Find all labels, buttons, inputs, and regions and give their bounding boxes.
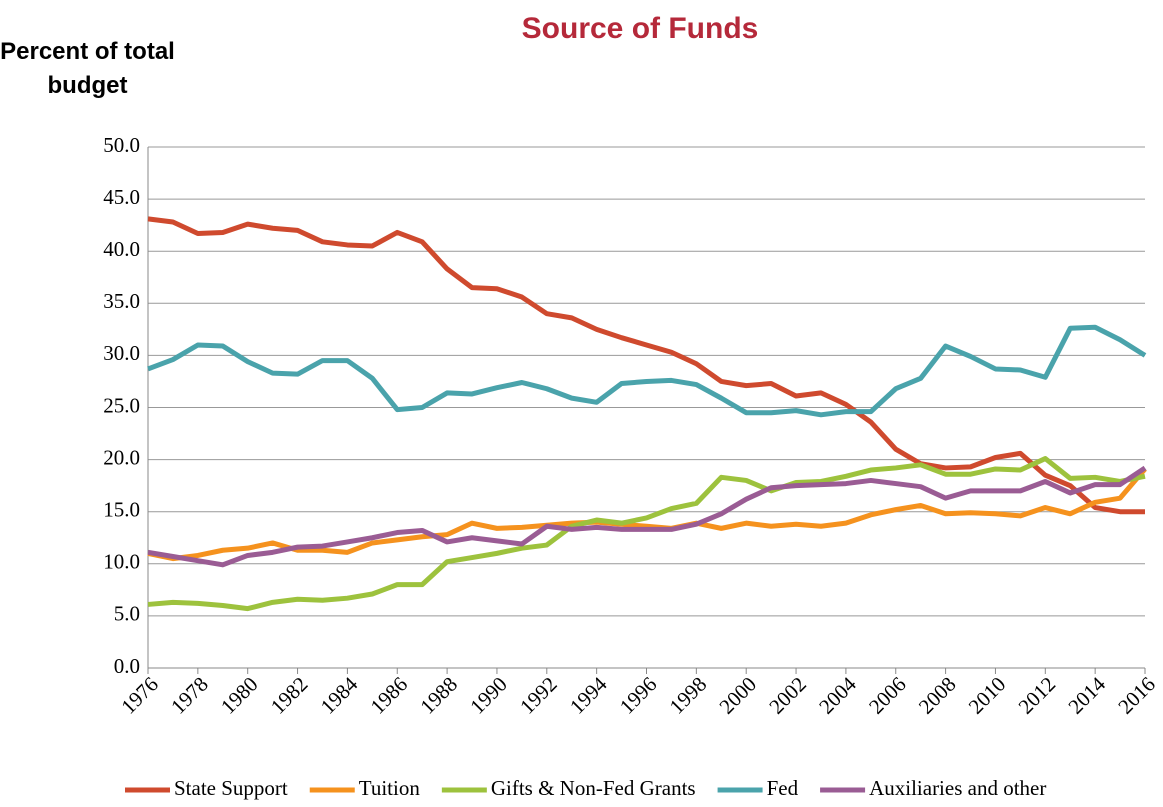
x-tick-label: 1998 (665, 672, 712, 719)
y-tick-label: 25.0 (103, 393, 140, 417)
chart-title: Source of Funds (522, 12, 759, 45)
x-tick-label: 1980 (216, 672, 263, 719)
x-tick-label: 1988 (415, 672, 462, 719)
legend-label: Tuition (359, 776, 421, 800)
y-tick-label: 50.0 (103, 133, 140, 157)
x-tick-label: 1986 (366, 672, 413, 719)
y-axis-label: Percent of total budget (0, 38, 175, 99)
x-tick-label: 1984 (316, 672, 363, 719)
legend-label: State Support (174, 776, 288, 800)
line (147, 324, 1147, 418)
x-tick-label: 1982 (266, 672, 313, 719)
y-tick-label: 10.0 (103, 550, 140, 574)
line (147, 216, 1145, 515)
x-tick-label: 1990 (465, 672, 512, 719)
line (147, 456, 1146, 612)
line (147, 465, 1147, 568)
legend-label: Gifts & Non-Fed Grants (491, 776, 696, 800)
y-tick-label: 35.0 (103, 289, 140, 313)
y-tick-label: 40.0 (103, 237, 140, 261)
x-tick-label: 2004 (814, 672, 861, 719)
x-tick-label: 1992 (515, 672, 562, 719)
x-tick-label: 2012 (1014, 672, 1061, 719)
x-tick-label: 2002 (764, 672, 811, 719)
x-tick-label: 1976 (116, 672, 163, 719)
y-tick-label: 0.0 (114, 654, 140, 678)
y-tick-label: 30.0 (103, 341, 140, 365)
x-tick-label: 2000 (714, 672, 761, 719)
y-tick-label: 5.0 (114, 602, 140, 626)
x-tick-label: 2008 (914, 672, 961, 719)
y-tick-label: 45.0 (103, 185, 140, 209)
legend-label: Auxiliaries and other (869, 776, 1046, 800)
legend-label: Fed (767, 776, 799, 800)
x-tick-label: 2016 (1113, 672, 1160, 719)
y-tick-label: 20.0 (103, 445, 140, 469)
x-tick-label: 1994 (565, 672, 612, 719)
line (147, 467, 1147, 562)
x-tick-label: 2006 (864, 672, 911, 719)
y-tick-label: 15.0 (103, 498, 140, 522)
x-tick-label: 2010 (964, 672, 1011, 719)
x-tick-label: 1978 (166, 672, 213, 719)
x-tick-label: 1996 (615, 672, 662, 719)
x-tick-label: 2014 (1063, 672, 1110, 719)
